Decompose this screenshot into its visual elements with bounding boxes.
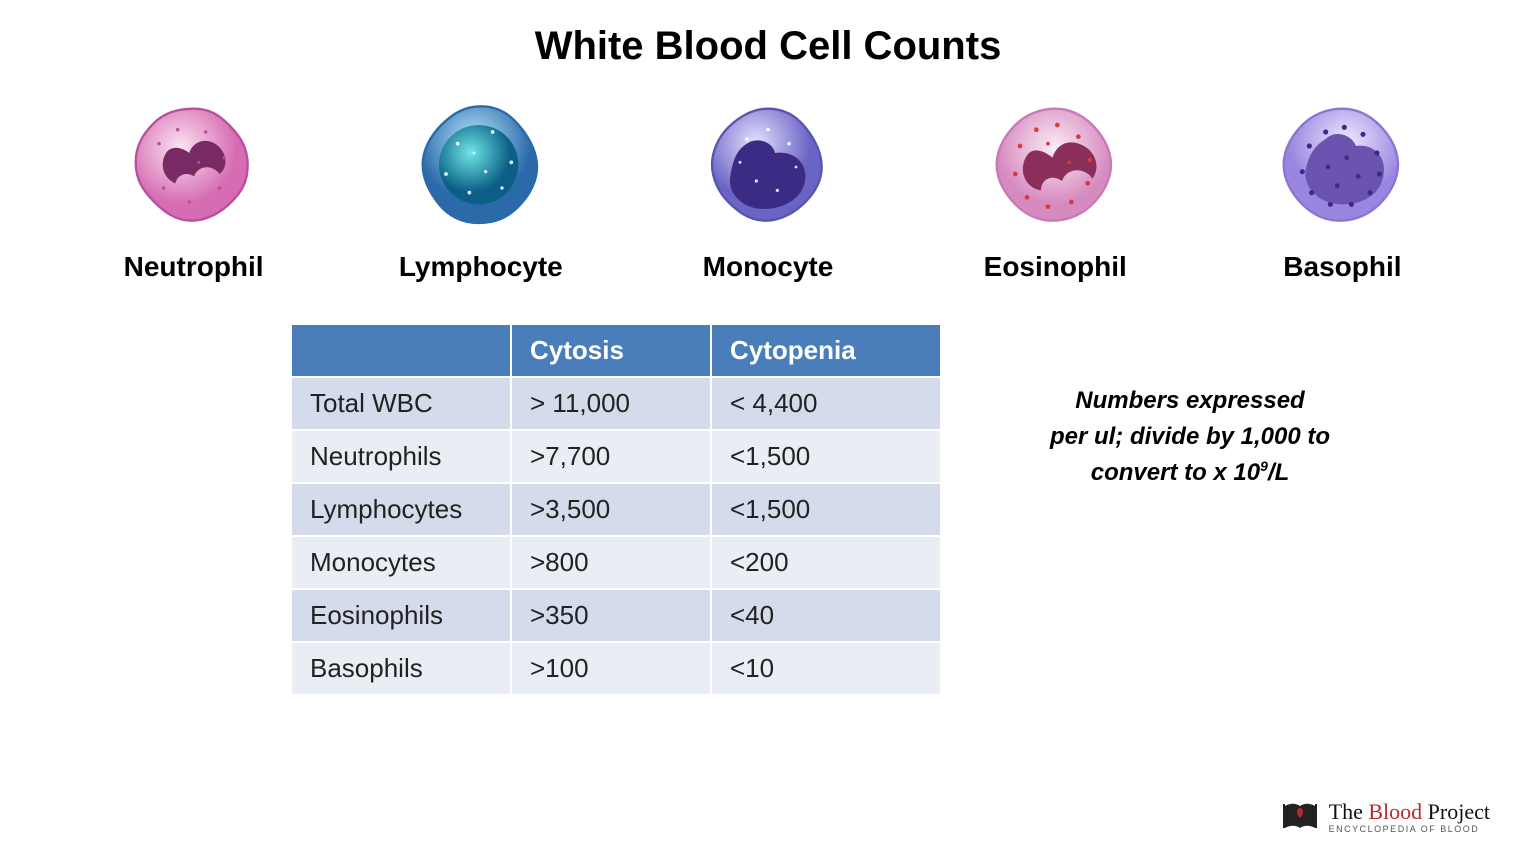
cell-label-monocyte: Monocyte [703, 251, 834, 283]
wbc-table: Cytosis Cytopenia Total WBC> 11,000< 4,4… [290, 323, 942, 696]
cell-neutrophil: Neutrophil [60, 97, 327, 283]
cell-basophil: Basophil [1209, 97, 1476, 283]
lower-section: Cytosis Cytopenia Total WBC> 11,000< 4,4… [0, 283, 1536, 696]
brand-subtitle: ENCYCLOPEDIA OF BLOOD [1329, 825, 1490, 834]
table-cell: >100 [511, 642, 711, 695]
table-cell: < 4,400 [711, 377, 941, 430]
units-note: Numbers expressed per ul; divide by 1,00… [1010, 383, 1370, 491]
brand-title: The Blood Project [1329, 801, 1490, 823]
basophil-icon [1272, 97, 1412, 237]
table-row: Basophils>100<10 [291, 642, 941, 695]
col-header-cytosis: Cytosis [511, 324, 711, 377]
table-cell: <200 [711, 536, 941, 589]
wbc-table-wrap: Cytosis Cytopenia Total WBC> 11,000< 4,4… [290, 323, 942, 696]
wbc-table-body: Total WBC> 11,000< 4,400Neutrophils>7,70… [291, 377, 941, 695]
table-cell: Neutrophils [291, 430, 511, 483]
note-line3-post: /L [1268, 459, 1289, 486]
brand-text: The Blood Project ENCYCLOPEDIA OF BLOOD [1329, 801, 1490, 834]
table-row: Lymphocytes>3,500<1,500 [291, 483, 941, 536]
table-cell: <1,500 [711, 430, 941, 483]
note-line2: per ul; divide by 1,000 to [1050, 423, 1330, 450]
note-line3-sup: 9 [1260, 458, 1268, 474]
cell-lymphocyte: Lymphocyte [347, 97, 614, 283]
table-cell: Total WBC [291, 377, 511, 430]
table-cell: <40 [711, 589, 941, 642]
note-line1: Numbers expressed [1075, 387, 1304, 414]
col-header-blank [291, 324, 511, 377]
brand-footer: The Blood Project ENCYCLOPEDIA OF BLOOD [1281, 800, 1490, 834]
brand-accent: Blood [1368, 799, 1422, 824]
cell-label-basophil: Basophil [1283, 251, 1401, 283]
cell-type-row: Neutrophil Lymphocyte Monocyte [0, 69, 1536, 283]
cell-label-neutrophil: Neutrophil [124, 251, 264, 283]
brand-prefix: The [1329, 799, 1369, 824]
table-cell: Eosinophils [291, 589, 511, 642]
note-line3-pre: convert to x 10 [1091, 459, 1260, 486]
cell-monocyte: Monocyte [634, 97, 901, 283]
table-header-row: Cytosis Cytopenia [291, 324, 941, 377]
table-cell: Monocytes [291, 536, 511, 589]
table-row: Total WBC> 11,000< 4,400 [291, 377, 941, 430]
monocyte-icon [698, 97, 838, 237]
page-title: White Blood Cell Counts [0, 0, 1536, 69]
table-cell: <1,500 [711, 483, 941, 536]
table-cell: >350 [511, 589, 711, 642]
table-row: Eosinophils>350<40 [291, 589, 941, 642]
table-cell: <10 [711, 642, 941, 695]
col-header-cytopenia: Cytopenia [711, 324, 941, 377]
table-cell: > 11,000 [511, 377, 711, 430]
cell-eosinophil: Eosinophil [922, 97, 1189, 283]
book-icon [1281, 800, 1319, 834]
table-cell: >7,700 [511, 430, 711, 483]
eosinophil-icon [985, 97, 1125, 237]
cell-label-lymphocyte: Lymphocyte [399, 251, 563, 283]
table-cell: >3,500 [511, 483, 711, 536]
neutrophil-icon [124, 97, 264, 237]
brand-suffix: Project [1422, 799, 1490, 824]
table-cell: >800 [511, 536, 711, 589]
cell-label-eosinophil: Eosinophil [984, 251, 1127, 283]
table-cell: Lymphocytes [291, 483, 511, 536]
table-row: Neutrophils>7,700<1,500 [291, 430, 941, 483]
table-row: Monocytes>800<200 [291, 536, 941, 589]
table-cell: Basophils [291, 642, 511, 695]
lymphocyte-icon [411, 97, 551, 237]
